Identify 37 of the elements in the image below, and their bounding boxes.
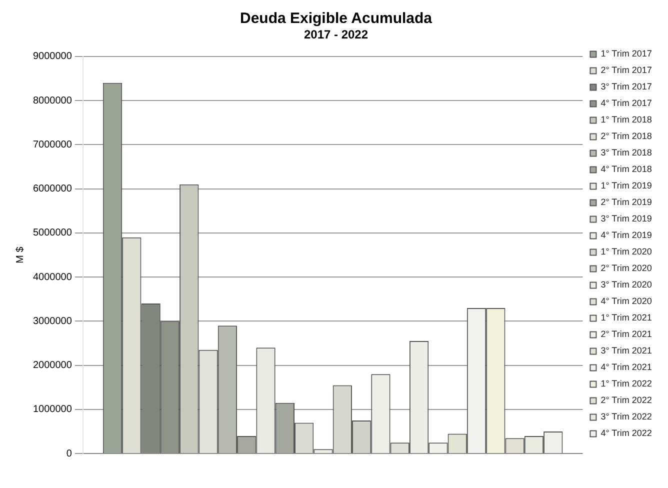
legend-label: 2° Trim 2019 xyxy=(600,197,652,208)
legend-label: 4° Trim 2020 xyxy=(600,296,652,306)
y-tick-label: 6000000 xyxy=(32,184,72,195)
legend-label: 1° Trim 2018 xyxy=(600,114,652,125)
legend-label: 2° Trim 2022 xyxy=(600,395,652,406)
legend-label: 1° Trim 2019 xyxy=(600,180,652,191)
legend-label: 4° Trim 2022 xyxy=(600,428,652,438)
legend-label: 3° Trim 2017 xyxy=(600,82,652,92)
y-axis-title: M $ xyxy=(14,246,26,264)
legend-label: 3° Trim 2020 xyxy=(600,280,652,290)
y-tick-label: 3000000 xyxy=(32,316,72,327)
chart-title: Deuda Exigible Acumulada xyxy=(240,10,433,28)
y-tick-label: 5000000 xyxy=(32,228,72,239)
legend-label: 4° Trim 2018 xyxy=(600,164,652,174)
legend-label: 1° Trim 2021 xyxy=(600,312,652,323)
legend-label: 1° Trim 2020 xyxy=(600,246,652,257)
y-tick-label: 4000000 xyxy=(32,272,72,283)
legend-label: 3° Trim 2019 xyxy=(600,214,652,224)
y-tick-label: 7000000 xyxy=(32,139,72,150)
legend-label: 3° Trim 2022 xyxy=(600,412,652,422)
legend-label: 2° Trim 2018 xyxy=(600,131,652,142)
legend-label: 1° Trim 2022 xyxy=(600,378,652,389)
y-tick-label: 1000000 xyxy=(32,404,72,416)
y-tick-label: 2000000 xyxy=(32,360,72,372)
y-tick-label: 8000000 xyxy=(32,95,72,106)
legend-label: 4° Trim 2021 xyxy=(600,362,652,372)
legend-label: 2° Trim 2020 xyxy=(600,263,652,274)
y-tick-label: 9000000 xyxy=(32,51,72,62)
chart-subtitle: 2017 - 2022 xyxy=(304,28,368,42)
legend-label: 1° Trim 2017 xyxy=(600,48,652,59)
legend-label: 3° Trim 2018 xyxy=(600,148,652,158)
legend-label: 2° Trim 2017 xyxy=(600,65,652,76)
legend-label: 3° Trim 2021 xyxy=(600,346,652,356)
legend-label: 4° Trim 2017 xyxy=(600,98,652,108)
legend-label: 2° Trim 2021 xyxy=(600,329,652,340)
legend-label: 4° Trim 2019 xyxy=(600,230,652,240)
y-tick-label: 0 xyxy=(66,448,72,460)
